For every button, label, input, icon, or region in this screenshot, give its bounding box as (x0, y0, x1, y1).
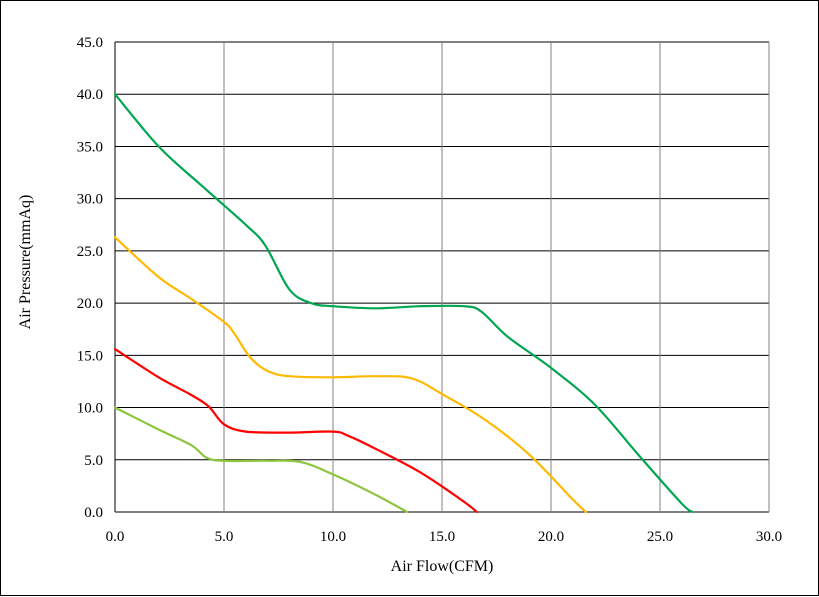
x-tick-label: 25.0 (647, 529, 673, 545)
series-line-3 (113, 348, 478, 514)
y-tick-label: 45.0 (77, 35, 103, 51)
x-tick-label: 20.0 (538, 529, 564, 545)
x-axis-title: Air Flow(CFM) (391, 558, 494, 575)
y-tick-label: 15.0 (77, 348, 103, 364)
y-tick-label: 0.0 (84, 505, 103, 521)
y-tick-label: 30.0 (77, 192, 103, 208)
series-line-2 (113, 236, 587, 514)
x-tick-label: 0.0 (106, 529, 125, 545)
x-tick-label: 5.0 (215, 529, 234, 545)
x-tick-label: 15.0 (429, 529, 455, 545)
y-tick-label: 20.0 (77, 296, 103, 312)
series-line-1 (113, 93, 694, 514)
series-line-4 (113, 406, 409, 514)
y-tick-label: 35.0 (77, 139, 103, 155)
y-tick-label: 10.0 (77, 401, 103, 417)
grid (114, 41, 770, 513)
series-group (113, 93, 694, 514)
y-tick-label: 25.0 (77, 244, 103, 260)
x-tick-label: 10.0 (320, 529, 346, 545)
x-tick-label: 30.0 (756, 529, 782, 545)
tick-labels: 0.0 5.0 10.0 15.0 20.0 25.0 30.0 35.0 40.0 45.0 0.… (77, 35, 782, 545)
y-axis-title: Air Pressure(mmAq) (17, 195, 34, 330)
y-tick-label: 5.0 (84, 453, 103, 469)
y-tick-label: 40.0 (77, 87, 103, 103)
